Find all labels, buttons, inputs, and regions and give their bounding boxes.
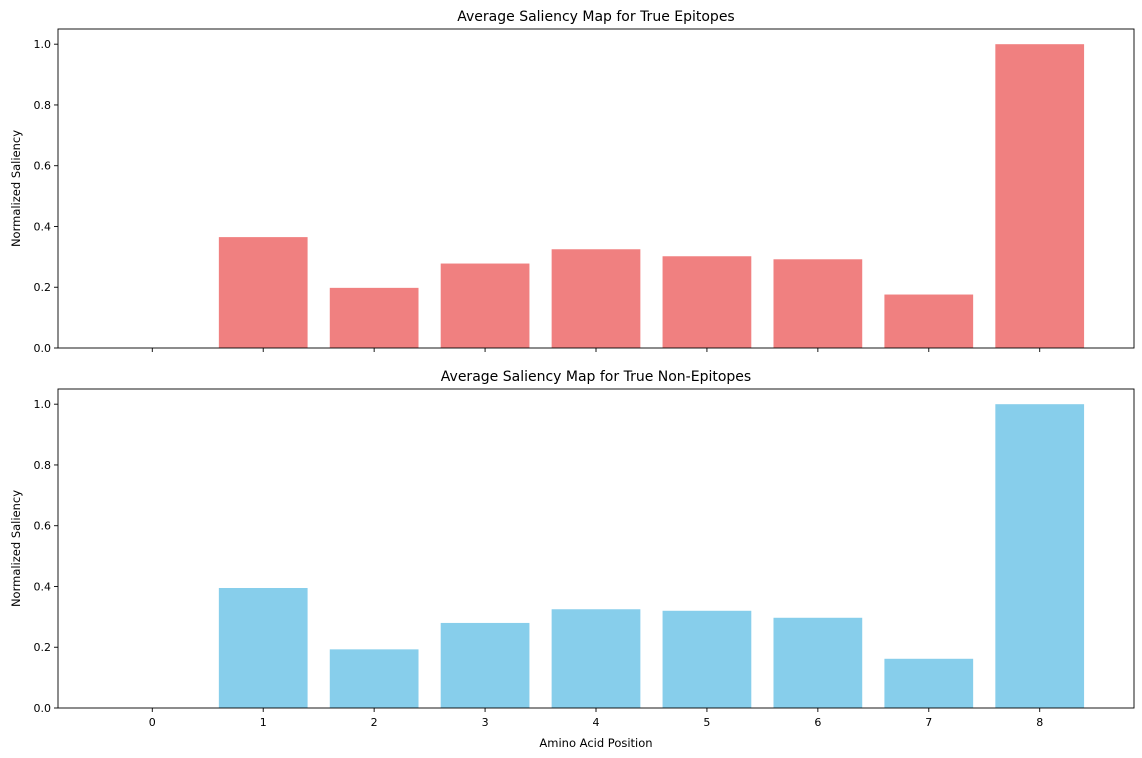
y-tick-label: 0.0 — [34, 702, 52, 715]
y-tick-label: 0.2 — [34, 641, 52, 654]
x-axis-label: Amino Acid Position — [539, 736, 652, 750]
bar-position-1 — [218, 237, 308, 348]
y-axis-label: Normalized Saliency — [9, 490, 23, 607]
y-tick-label: 0.2 — [34, 281, 52, 294]
x-tick-label: 5 — [703, 716, 710, 729]
x-tick-label: 0 — [149, 716, 156, 729]
y-tick-label: 0.8 — [34, 99, 52, 112]
bar-position-8 — [995, 404, 1085, 708]
x-tick-label: 6 — [814, 716, 821, 729]
bar-position-7 — [884, 658, 974, 708]
bar-position-7 — [884, 294, 974, 348]
y-tick-label: 0.8 — [34, 459, 52, 472]
chart-title: Average Saliency Map for True Non-Epitop… — [441, 369, 751, 385]
bar-position-2 — [329, 287, 419, 348]
y-tick-label: 0.0 — [34, 342, 52, 355]
y-tick-label: 0.6 — [34, 160, 52, 173]
bar-position-8 — [995, 44, 1085, 348]
bar-position-5 — [662, 610, 752, 708]
x-tick-label: 3 — [482, 716, 489, 729]
x-tick-label: 7 — [925, 716, 932, 729]
chart-title: Average Saliency Map for True Epitopes — [457, 9, 734, 25]
bar-position-4 — [551, 609, 641, 708]
bar-position-5 — [662, 256, 752, 348]
bar-position-4 — [551, 249, 641, 348]
epitope-chart-panel: Average Saliency Map for True Epitopes N… — [9, 9, 1135, 355]
x-tick-label: 8 — [1036, 716, 1043, 729]
y-tick-label: 0.6 — [34, 520, 52, 533]
x-tick-label: 2 — [371, 716, 378, 729]
bar-position-3 — [440, 263, 530, 348]
y-tick-label: 0.4 — [34, 220, 52, 233]
bar-position-2 — [329, 649, 419, 708]
y-tick-label: 1.0 — [34, 398, 52, 411]
x-tick-label: 1 — [260, 716, 267, 729]
y-tick-label: 0.4 — [34, 580, 52, 593]
bar-position-6 — [773, 617, 863, 708]
y-axis-label: Normalized Saliency — [9, 130, 23, 247]
x-tick-label: 4 — [593, 716, 600, 729]
bar-position-3 — [440, 622, 530, 708]
bar-position-1 — [218, 587, 308, 708]
non-epitope-chart-panel: Average Saliency Map for True Non-Epitop… — [9, 369, 1135, 750]
bar-position-6 — [773, 259, 863, 348]
y-tick-label: 1.0 — [34, 38, 52, 51]
